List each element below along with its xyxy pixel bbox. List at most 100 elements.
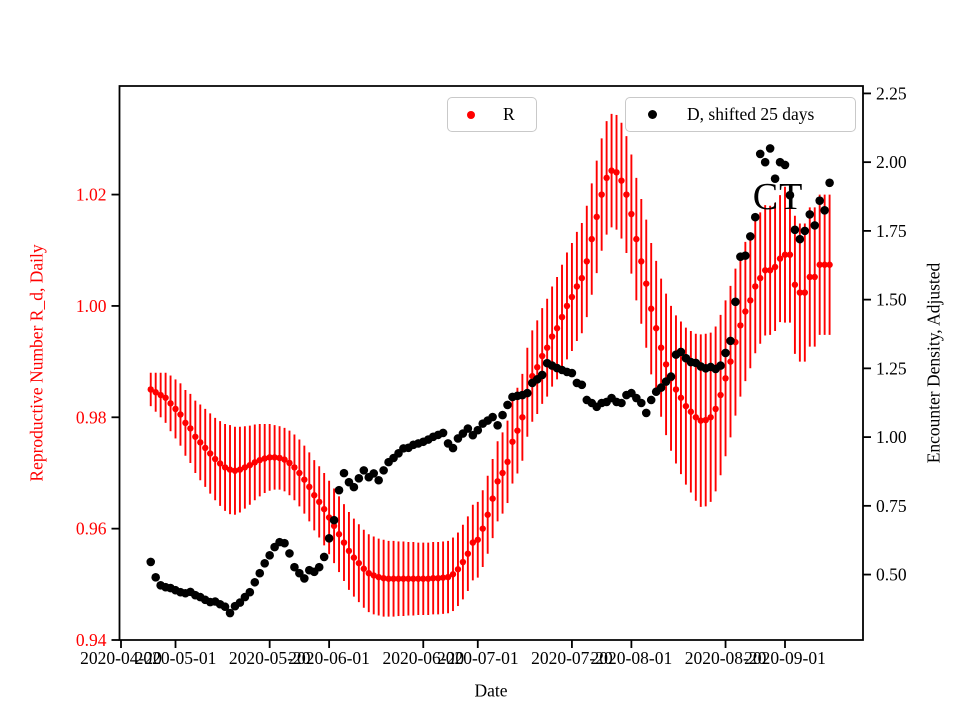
d-point — [151, 573, 160, 582]
r-point — [429, 574, 437, 582]
r-point — [623, 191, 630, 198]
r-point — [608, 167, 615, 174]
d-point — [354, 474, 364, 483]
d-point — [805, 210, 815, 219]
r-point — [578, 274, 586, 282]
r-point — [766, 267, 774, 274]
r-point — [365, 569, 372, 577]
r-point — [692, 414, 700, 421]
y-left-tick-label: 1.00 — [76, 296, 107, 316]
d-point — [314, 562, 324, 572]
x-tick-label: 2020-07-20 — [531, 648, 613, 668]
x-tick-label: 2020-08-01 — [591, 648, 673, 668]
d-point — [815, 196, 824, 205]
r-point — [256, 456, 263, 464]
legend-box-r[interactable]: R — [447, 97, 537, 132]
r-point — [742, 308, 749, 315]
r-point — [335, 531, 343, 538]
r-point — [266, 454, 273, 461]
d-point — [250, 577, 260, 587]
d-point — [493, 420, 502, 430]
d-point — [280, 538, 289, 548]
r-point — [400, 575, 407, 582]
d-point — [379, 466, 388, 475]
r-point — [261, 455, 268, 462]
d-point — [498, 410, 507, 420]
d-point — [800, 226, 810, 236]
d-point — [770, 174, 780, 183]
d-point — [666, 372, 676, 381]
r-point — [786, 251, 794, 258]
d-point — [537, 370, 547, 380]
r-point — [538, 352, 546, 360]
r-point — [197, 439, 204, 446]
r-point — [276, 454, 283, 462]
r-point — [330, 522, 338, 530]
r-point — [534, 363, 541, 371]
d-point — [750, 212, 760, 222]
d-point — [349, 482, 359, 492]
y-right-tick-label: 1.00 — [876, 427, 907, 447]
d-point — [374, 475, 383, 485]
r-point — [340, 539, 348, 546]
r-point — [638, 258, 645, 265]
x-tick-label: 2020-05-01 — [135, 648, 217, 668]
r-point — [202, 444, 209, 452]
y-right-tick-label: 2.25 — [876, 83, 907, 103]
d-point — [636, 398, 646, 408]
d-point — [746, 232, 755, 241]
r-point — [672, 386, 680, 393]
d-point — [760, 157, 770, 167]
r-point — [796, 289, 804, 296]
r-point — [583, 258, 590, 265]
r-point — [643, 280, 650, 287]
r-point — [747, 297, 754, 304]
r-point — [296, 469, 303, 477]
d-point — [641, 408, 651, 418]
r-point — [370, 572, 377, 579]
r-point — [355, 559, 363, 567]
d-point — [285, 549, 294, 558]
d-point — [359, 466, 369, 475]
r-point — [662, 361, 670, 368]
r-point — [712, 405, 719, 413]
r-point — [603, 174, 610, 182]
x-tick-label: 2020-06-20 — [382, 648, 464, 668]
x-tick-label: 2020-05-20 — [229, 648, 311, 668]
y-right-tick-label: 0.50 — [876, 565, 907, 585]
r-point — [281, 456, 288, 463]
legend-box-d[interactable]: D, shifted 25 days — [625, 97, 856, 132]
d-point — [265, 551, 274, 560]
r-point — [707, 414, 714, 421]
r-point — [271, 454, 278, 461]
r-point — [717, 391, 724, 399]
r-point — [301, 476, 308, 483]
r-point — [182, 419, 189, 427]
d-point — [463, 424, 473, 433]
d-point — [676, 347, 686, 357]
r-point — [241, 464, 249, 471]
r-point — [360, 565, 368, 572]
y-left-tick-label: 1.02 — [76, 185, 107, 205]
r-point — [291, 464, 298, 471]
d-point — [329, 515, 339, 525]
r-point — [306, 483, 313, 491]
r-point — [316, 498, 323, 506]
r-point — [246, 461, 254, 469]
d-point — [300, 574, 309, 583]
d-point — [235, 598, 245, 607]
d-point — [726, 336, 735, 346]
r-point — [598, 191, 605, 198]
d-point — [448, 443, 458, 453]
r-point — [563, 302, 571, 310]
r-point — [677, 394, 685, 401]
y-right-tick-label: 2.00 — [876, 152, 907, 172]
r-point — [757, 274, 764, 282]
d-point — [319, 552, 329, 562]
r-point — [469, 539, 477, 546]
d-point — [473, 425, 483, 435]
r-point — [504, 458, 511, 466]
y-right-tick-label: 1.50 — [876, 290, 907, 310]
